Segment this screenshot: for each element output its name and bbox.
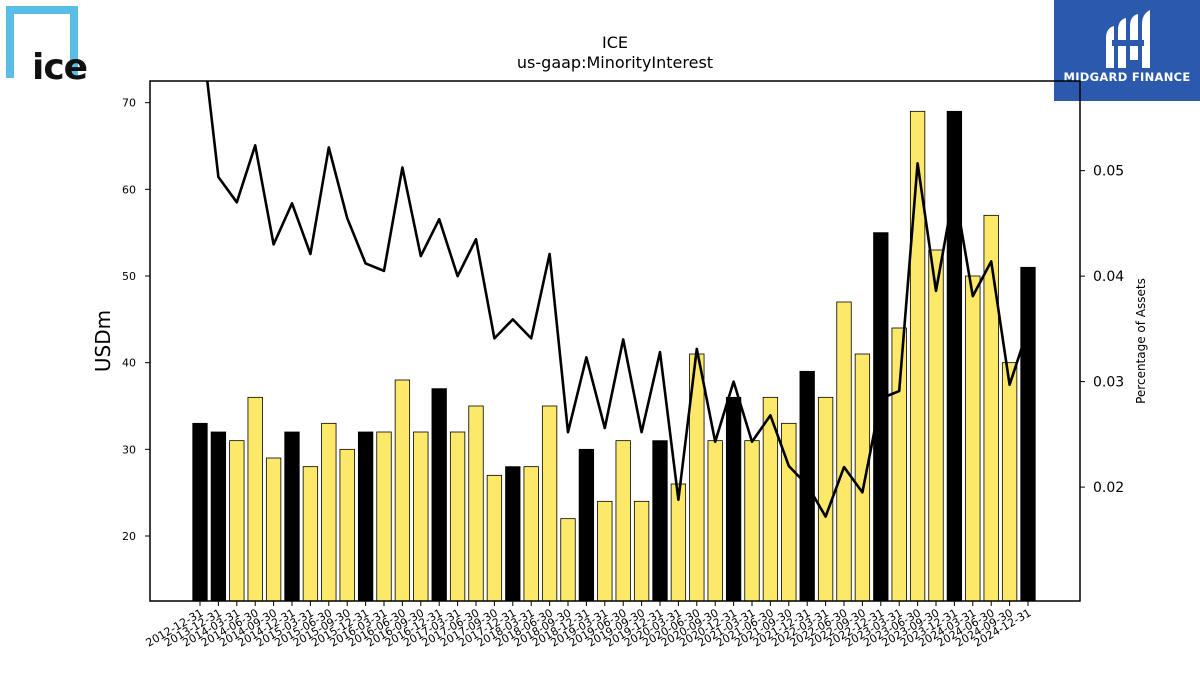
bar-2013-12-31 [210,431,227,602]
bar-2016-09-30 [413,431,429,602]
bar-2014-09-30 [265,457,282,602]
ice-logo-text: ice [32,47,88,88]
bar-2016-03-31 [376,431,392,602]
bar-2019-03-31 [597,500,613,602]
y2-tick-label: 0.04 [1093,269,1124,285]
bar-2015-12-31 [357,431,374,602]
x-axis: 2012-12-312013-12-312014-03-312014-06-30… [144,601,1034,650]
percentage-of-assets-line [206,81,1030,518]
bar-2024-03-31 [965,275,981,602]
y2-tick-label: 0.03 [1093,375,1124,391]
bar-2023-03-31 [891,327,907,602]
bar-2023-06-30 [909,110,926,602]
bar-2022-12-31 [873,232,889,602]
bar-2017-09-30 [486,474,503,602]
bar-2019-06-30 [615,440,631,602]
bar-2015-03-31 [302,466,319,602]
y-tick-label: 30 [122,443,136,456]
bar-2020-12-31 [725,396,742,602]
y-tick-label: 40 [122,357,136,370]
bar-2022-06-30 [836,301,852,602]
ice-logo-bracket [6,6,78,78]
y2-axis-label: Percentage of Assets [1134,278,1148,404]
bar-2024-09-30 [1001,362,1018,602]
bar-2019-12-31 [652,440,668,602]
y-tick-label: 70 [122,97,136,110]
bar-2017-12-31 [505,466,521,602]
bar-2018-06-30 [541,405,558,602]
chart-title: ICE [602,33,628,52]
bar-2019-09-30 [633,500,650,602]
y-axis-label: USDm [91,310,115,372]
line-group [206,81,1030,518]
midgard-finance-logo: MIDGARD FINANCE [1054,0,1200,101]
bar-2018-09-30 [560,518,576,602]
bar-2018-12-31 [578,448,595,602]
bar-2023-12-31 [946,110,963,602]
plot-frame [149,80,1081,602]
bars-group [192,110,1036,602]
bar-2014-12-31 [284,431,300,602]
chart-subtitle: us-gaap:MinorityInterest [517,53,713,72]
bar-2020-03-31 [670,483,687,602]
bar-2021-03-31 [744,440,760,602]
bar-2017-06-30 [468,405,484,602]
bar-2016-06-30 [394,379,411,602]
y2-tick-label: 0.05 [1093,164,1124,180]
bar-2014-03-31 [229,440,245,602]
bar-2024-12-31 [1020,266,1036,602]
bar-2023-09-30 [928,249,944,602]
bar-2022-03-31 [817,396,834,602]
bar-2017-03-31 [449,431,466,602]
y-axis-left: 20 30 40 50 60 70 [122,97,150,543]
bar-2015-09-30 [339,448,355,602]
bar-2014-06-30 [247,396,263,602]
y-tick-label: 50 [122,270,136,283]
bar-2020-09-30 [707,440,723,602]
ice-logo: ice [4,4,88,88]
y2-tick-label: 0.02 [1093,480,1124,496]
midgard-logo-text: MIDGARD FINANCE [1063,70,1191,84]
bar-2022-09-30 [854,353,871,602]
y-tick-label: 20 [122,530,136,543]
bar-2018-03-31 [523,466,539,602]
y-tick-label: 60 [122,183,136,196]
y-axis-right: 0.02 0.03 0.04 0.05 [1080,164,1124,496]
bar-2016-12-31 [431,388,447,602]
midgard-logo-mark-icon [1106,10,1150,68]
bar-2015-06-30 [321,422,337,602]
bar-2012-12-31 [192,422,208,602]
